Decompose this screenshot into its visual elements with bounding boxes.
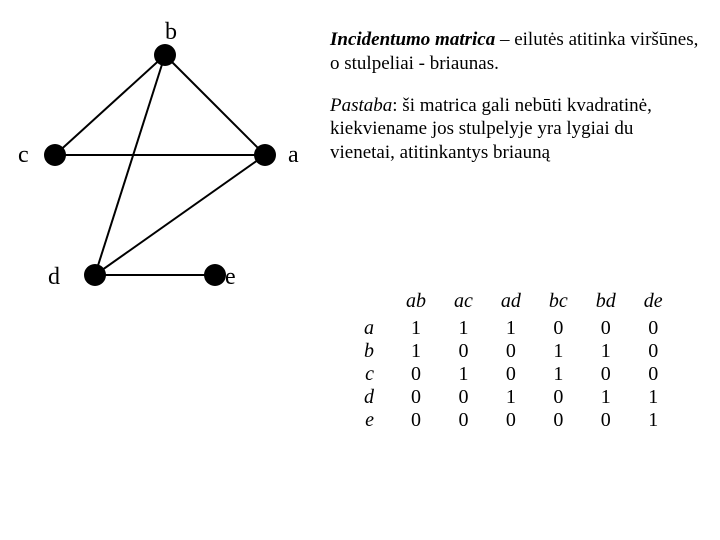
table-cell: 0 — [487, 363, 535, 386]
table-cell: 1 — [392, 340, 440, 363]
table-cell: 1 — [440, 317, 487, 340]
table-cell: 0 — [630, 363, 677, 386]
table-col-header: ab — [392, 290, 440, 317]
note-paragraph: Pastaba: ši matrica gali nebūti kvadrati… — [330, 94, 700, 165]
page-canvas: a b c d e Incidentumo matrica – eilutės … — [0, 0, 720, 540]
table-cell: 1 — [582, 340, 630, 363]
note-term: Pastaba — [330, 95, 392, 116]
table-cell: 0 — [487, 409, 535, 432]
table-cell: 1 — [535, 363, 582, 386]
table-cell: 0 — [440, 340, 487, 363]
table-col-header: bc — [535, 290, 582, 317]
table-row-header: b — [350, 340, 392, 363]
node-label-a: a — [288, 143, 299, 167]
table-row: c010100 — [350, 363, 677, 386]
table-cell: 1 — [487, 386, 535, 409]
node-label-d: d — [48, 265, 60, 289]
table-row: b100110 — [350, 340, 677, 363]
table-cell: 0 — [535, 386, 582, 409]
table-cell: 0 — [582, 409, 630, 432]
graph-node-a — [254, 144, 276, 166]
table-header-row: abacadbcbdde — [350, 290, 677, 317]
definition-term: Incidentumo matrica — [330, 29, 495, 50]
node-label-e: e — [225, 265, 236, 289]
graph-edge — [95, 155, 265, 275]
graph-node-c — [44, 144, 66, 166]
table-cell: 0 — [582, 363, 630, 386]
incidence-matrix: abacadbcbdde a111000b100110c010100d00101… — [350, 290, 677, 432]
table-body: a111000b100110c010100d001011e000001 — [350, 317, 677, 432]
table-col-header: bd — [582, 290, 630, 317]
table-cell: 1 — [582, 386, 630, 409]
table-cell: 0 — [535, 317, 582, 340]
table-cell: 1 — [392, 317, 440, 340]
table-row-header: d — [350, 386, 392, 409]
table-col-header: ac — [440, 290, 487, 317]
graph-edges — [55, 55, 265, 275]
graph-node-b — [154, 44, 176, 66]
node-label-c: c — [18, 143, 29, 167]
table-cell: 1 — [487, 317, 535, 340]
description-block: Incidentumo matrica – eilutės atitinka v… — [330, 28, 700, 183]
table-cell: 0 — [582, 317, 630, 340]
graph-edge — [165, 55, 265, 155]
table-col-header: de — [630, 290, 677, 317]
table-cell: 0 — [630, 317, 677, 340]
table-cell: 0 — [392, 363, 440, 386]
table-col-header: ad — [487, 290, 535, 317]
table-cell: 1 — [535, 340, 582, 363]
graph-node-d — [84, 264, 106, 286]
table-cell: 0 — [630, 340, 677, 363]
table-cell: 1 — [630, 386, 677, 409]
table-cell: 0 — [392, 409, 440, 432]
graph-node-e — [204, 264, 226, 286]
table-row-header: c — [350, 363, 392, 386]
table-cell: 0 — [440, 386, 487, 409]
table-cell: 0 — [392, 386, 440, 409]
table-row-header: e — [350, 409, 392, 432]
definition-paragraph: Incidentumo matrica – eilutės atitinka v… — [330, 28, 700, 76]
node-label-b: b — [165, 20, 177, 44]
table-cell: 0 — [440, 409, 487, 432]
table-cell: 1 — [630, 409, 677, 432]
table-cell: 0 — [487, 340, 535, 363]
table-row-header: a — [350, 317, 392, 340]
graph-nodes — [44, 44, 276, 286]
table-row: d001011 — [350, 386, 677, 409]
table-cell: 0 — [535, 409, 582, 432]
table-cell: 1 — [440, 363, 487, 386]
table-row: a111000 — [350, 317, 677, 340]
table-row: e000001 — [350, 409, 677, 432]
